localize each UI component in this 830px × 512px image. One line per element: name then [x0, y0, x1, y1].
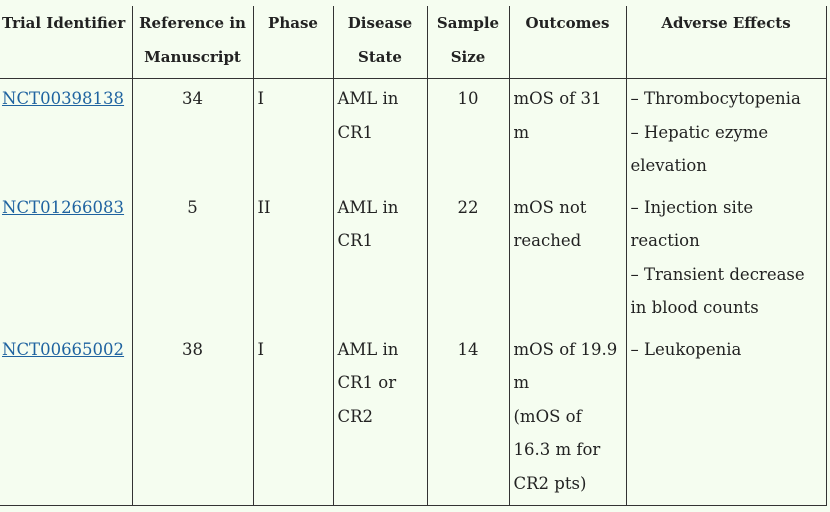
- outcomes-cell: mOS not reached: [508, 187, 627, 330]
- trial-link[interactable]: NCT00665002: [2, 339, 125, 359]
- trial-link[interactable]: NCT00398138: [2, 89, 125, 108]
- trial-link[interactable]: NCT01266083: [2, 197, 125, 217]
- header-disease-state: Disease State: [332, 6, 428, 79]
- outcome-text: mOS of 19.9 m: [513, 339, 618, 393]
- outcome-note: (mOS of 16.3 m for CR2 pts): [513, 406, 601, 493]
- phase-cell: I: [252, 329, 334, 506]
- table-row: NCT01266083 5 II AML in CR1 22 mOS not r…: [0, 187, 827, 330]
- sample-size-cell: 22: [426, 187, 510, 330]
- sample-size-cell: 14: [426, 329, 510, 506]
- adverse-effects-cell: – Leukopenia: [625, 329, 827, 506]
- header-adverse-effects: Adverse Effects: [625, 6, 827, 79]
- adverse-effect: – Leukopenia: [630, 339, 742, 359]
- header-row: Trial Identifier Reference in Manuscript…: [0, 6, 827, 79]
- reference-cell: 38: [131, 329, 254, 506]
- adverse-effect: – Transient decrease in blood counts: [630, 264, 805, 318]
- adverse-effect: – Injection site reaction: [630, 197, 754, 251]
- clinical-trials-table: Trial Identifier Reference in Manuscript…: [0, 6, 827, 506]
- reference-cell: 34: [131, 78, 254, 188]
- table-row: NCT00398138 34 I AML in CR1 10 mOS of 31…: [0, 78, 827, 188]
- header-outcomes: Outcomes: [508, 6, 627, 79]
- adverse-effects-cell: – Thrombocytopenia – Hepatic ezyme eleva…: [625, 78, 827, 188]
- adverse-effect: – Hepatic ezyme elevation: [630, 122, 769, 176]
- table-row: NCT00665002 38 I AML in CR1 or CR2 14 mO…: [0, 329, 827, 506]
- sample-size-cell: 10: [426, 78, 510, 188]
- adverse-effects-cell: – Injection site reaction – Transient de…: [625, 187, 827, 330]
- adverse-effect: – Thrombocytopenia: [630, 89, 801, 108]
- outcomes-cell: mOS of 19.9 m (mOS of 16.3 m for CR2 pts…: [508, 329, 627, 506]
- disease-state-cell: AML in CR1: [332, 187, 428, 330]
- disease-state-cell: AML in CR1 or CR2: [332, 329, 428, 506]
- phase-cell: I: [252, 78, 334, 188]
- header-reference: Reference in Manuscript: [131, 6, 254, 79]
- header-phase: Phase: [252, 6, 334, 79]
- outcomes-cell: mOS of 31 m: [508, 78, 627, 188]
- reference-cell: 5: [131, 187, 254, 330]
- header-sample-size: Sample Size: [426, 6, 510, 79]
- phase-cell: II: [252, 187, 334, 330]
- disease-state-cell: AML in CR1: [332, 78, 428, 188]
- header-trial-identifier: Trial Identifier: [0, 6, 133, 79]
